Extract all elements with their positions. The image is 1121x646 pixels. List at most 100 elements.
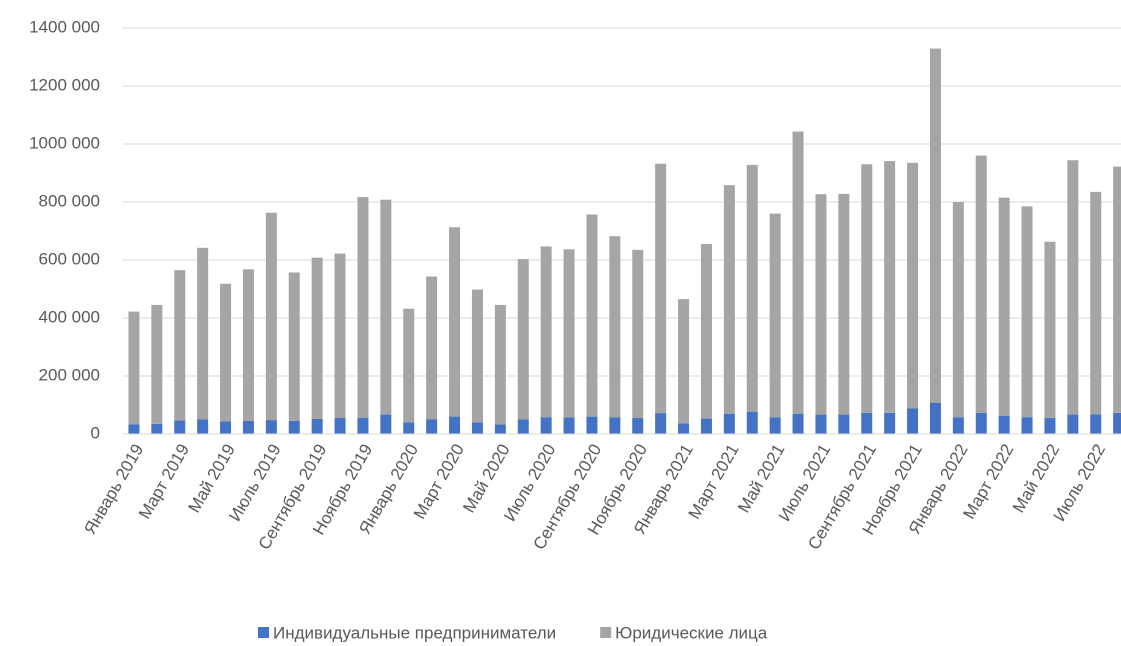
bar-segment xyxy=(242,269,254,421)
bar-segment xyxy=(174,420,186,434)
bar-segment xyxy=(884,412,896,434)
bar-segment xyxy=(838,193,850,415)
y-tick-label: 400 000 xyxy=(39,307,100,326)
bar-segment xyxy=(998,416,1010,434)
bar-segment xyxy=(586,214,598,417)
bar-segment xyxy=(380,414,392,434)
bar-segment xyxy=(1090,414,1102,434)
bar-segment xyxy=(975,412,987,434)
bar-segment xyxy=(517,419,529,434)
bar-segment xyxy=(1067,414,1079,434)
bar-segment xyxy=(700,418,712,434)
bar-segment xyxy=(128,311,140,425)
bar-segment xyxy=(746,164,758,412)
y-tick-label: 1400 000 xyxy=(29,17,100,36)
bar-segment xyxy=(563,417,575,434)
bar-segment xyxy=(197,247,209,420)
bar-segment xyxy=(586,416,598,434)
bar-segment xyxy=(220,283,232,422)
bar-segment xyxy=(815,414,827,434)
bar-segment xyxy=(517,259,529,420)
bar-segment xyxy=(655,163,667,414)
bar-segment xyxy=(449,416,461,434)
bar-segment xyxy=(334,418,346,434)
bar-segment xyxy=(746,411,758,434)
y-tick-label: 600 000 xyxy=(39,249,100,268)
bar-segment xyxy=(769,417,781,434)
bar-segment xyxy=(426,419,438,434)
bar-segment xyxy=(311,257,323,419)
legend-label: Индивидуальные предприниматели xyxy=(273,623,556,642)
bar-segment xyxy=(1067,160,1079,415)
bar-segment xyxy=(907,408,919,434)
bar-segment xyxy=(403,422,415,434)
bar-segment xyxy=(998,197,1010,417)
bar-segment xyxy=(334,253,346,419)
bar-segment xyxy=(242,420,254,434)
legend-swatch xyxy=(258,627,269,638)
bar-segment xyxy=(929,402,941,434)
bar-segment xyxy=(975,155,987,413)
bar-segment xyxy=(151,423,163,434)
bar-segment xyxy=(563,249,575,418)
bar-segment xyxy=(220,421,232,434)
bar-segment xyxy=(540,417,552,434)
bar-segment xyxy=(1113,412,1121,434)
legend-label: Юридические лица xyxy=(615,623,768,642)
bar-segment xyxy=(426,276,438,420)
bar-segment xyxy=(700,244,712,419)
bar-segment xyxy=(723,413,735,434)
bar-segment xyxy=(265,420,277,434)
bar-segment xyxy=(265,212,277,421)
bar-segment xyxy=(907,162,919,409)
bar-segment xyxy=(288,420,300,434)
bar-segment xyxy=(815,194,827,415)
bar-segment xyxy=(1021,417,1033,434)
bar-segment xyxy=(678,423,690,434)
bar-segment xyxy=(494,424,506,434)
bar-segment xyxy=(471,422,483,434)
bar-segment xyxy=(1044,241,1056,419)
bar-segment xyxy=(884,161,896,413)
bar-segment xyxy=(929,48,941,403)
bar-segment xyxy=(380,199,392,415)
bar-segment xyxy=(792,413,804,434)
bar-segment xyxy=(357,197,369,419)
bar-segment xyxy=(632,418,644,434)
bar-segment xyxy=(128,424,140,434)
bar-segment xyxy=(861,412,873,434)
bar-segment xyxy=(838,414,850,434)
bar-segment xyxy=(288,272,300,421)
bar-segment xyxy=(311,418,323,434)
bar-segment xyxy=(174,270,186,421)
bar-segment xyxy=(723,185,735,414)
bar-segment xyxy=(1090,191,1102,415)
bar-segment xyxy=(769,213,781,418)
bar-segment xyxy=(540,246,552,418)
bar-segment xyxy=(861,164,873,413)
bar-segment xyxy=(952,202,964,418)
bar-segment xyxy=(471,289,483,423)
y-tick-label: 200 000 xyxy=(39,365,100,384)
bar-segment xyxy=(151,304,163,424)
bar-segment xyxy=(1113,166,1121,413)
bar-segment xyxy=(494,304,506,425)
bar-segment xyxy=(357,418,369,434)
bar-segment xyxy=(952,417,964,434)
bar-segment xyxy=(792,131,804,414)
y-tick-label: 0 xyxy=(91,423,100,442)
legend-swatch xyxy=(600,627,612,638)
bar-segment xyxy=(1021,206,1033,418)
bar-segment xyxy=(678,299,690,424)
bar-segment xyxy=(609,236,621,418)
bar-segment xyxy=(449,227,461,417)
x-tick-label: Январь 2019 xyxy=(80,441,147,538)
y-tick-label: 1000 000 xyxy=(29,133,100,152)
bar-segment xyxy=(655,413,667,434)
y-tick-label: 1200 000 xyxy=(29,75,100,94)
bar-segment xyxy=(609,417,621,434)
bar-segment xyxy=(632,249,644,419)
bar-segment xyxy=(1044,418,1056,434)
bar-segment xyxy=(403,308,415,423)
